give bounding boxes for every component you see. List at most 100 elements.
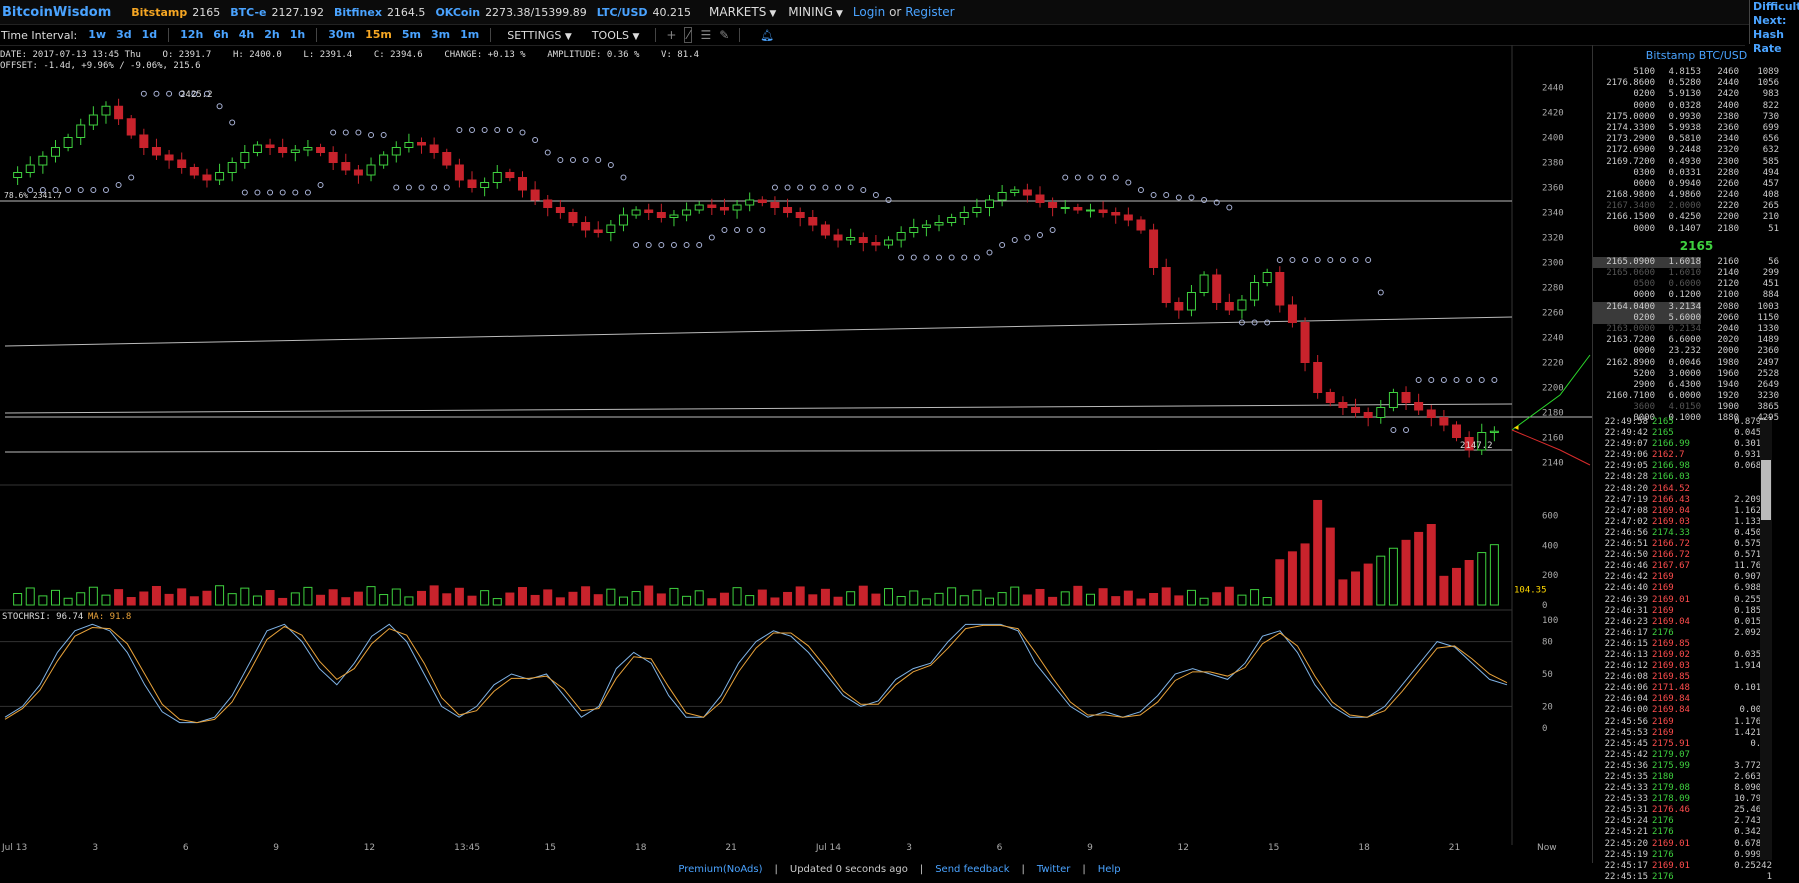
trade-volume: 8.09005 xyxy=(1734,783,1772,794)
interval-1m[interactable]: 1m xyxy=(460,28,480,41)
volume-bar-down xyxy=(1098,588,1108,606)
toolbar-divider xyxy=(490,28,492,42)
trade-price: 2169.01 xyxy=(1652,594,1690,605)
volume-bar-up xyxy=(682,595,692,606)
candle-down xyxy=(1035,194,1045,203)
candle-up xyxy=(240,152,250,163)
trade-price: 2169 xyxy=(1652,727,1674,738)
top-navigation-bar: BitcoinWisdom Bitstamp 2165 BTC-e 2127.192 B… xyxy=(0,0,1799,25)
twitter-link[interactable]: Twitter xyxy=(1036,863,1071,875)
volume-bar-down xyxy=(770,597,780,606)
sar-dot xyxy=(330,129,337,136)
sar-dot xyxy=(1327,257,1334,263)
orderbook-cell: 1920 xyxy=(1717,391,1739,402)
candle-down xyxy=(417,142,427,146)
orderbook-cell: 0200 xyxy=(1633,89,1655,100)
current-price-marker: ◂ xyxy=(1514,423,1519,433)
interval-1h[interactable]: 1h xyxy=(289,28,306,41)
bell-icon[interactable]: 🔔︎ xyxy=(760,28,775,42)
x-tick-label: 9 xyxy=(1087,843,1093,853)
interval-1w[interactable]: 1w xyxy=(88,28,107,41)
volume-tick-label: 0 xyxy=(1542,601,1547,611)
crosshair-tool-icon[interactable]: + xyxy=(666,28,677,42)
markets-menu[interactable]: MARKETS ▼ xyxy=(709,5,776,19)
orderbook-cell: 1980 xyxy=(1717,357,1739,368)
market-ticker-list: Bitstamp 2165 BTC-e 2127.192 Bitfinex 2164.5 O… xyxy=(121,6,691,19)
interval-15m[interactable]: 15m xyxy=(365,28,392,41)
candle-up xyxy=(694,204,704,211)
pen-tool-icon[interactable]: ✎ xyxy=(719,28,730,42)
candle-down xyxy=(1136,219,1146,231)
sar-dot xyxy=(569,157,576,163)
candle-up xyxy=(1237,299,1247,311)
candle-up xyxy=(1376,407,1386,418)
volume-bar-down xyxy=(1161,587,1171,606)
sar-dot xyxy=(254,189,261,196)
interval-3m[interactable]: 3m xyxy=(430,28,451,41)
orderbook-row: 0500 0.6000 2120 451 xyxy=(1593,279,1799,290)
chevron-down-icon: ▼ xyxy=(835,9,843,19)
sar-dot xyxy=(1390,427,1397,433)
trades-scrollbar[interactable] xyxy=(1760,420,1772,860)
orderbook-cell: 2300 xyxy=(1717,156,1739,167)
sar-dot xyxy=(948,254,955,261)
trade-price: 2171.48 xyxy=(1652,683,1690,694)
trade-time: 22:45:56 xyxy=(1604,716,1648,727)
candle-down xyxy=(202,174,212,181)
interval-12h[interactable]: 12h xyxy=(180,28,204,41)
sar-dot xyxy=(746,227,753,233)
price-chart[interactable]: 2140216021802200222022402260228023002320… xyxy=(0,45,1592,863)
trade-time: 22:46:51 xyxy=(1604,539,1648,550)
orderbook-cell: 2420 xyxy=(1717,89,1739,100)
market-ticker-2[interactable]: Bitfinex 2164.5 xyxy=(334,6,425,19)
volume-bar-down xyxy=(707,598,717,606)
help-link[interactable]: Help xyxy=(1097,863,1121,875)
trade-row: 22:47:19 2166.43 2.20999 xyxy=(1593,495,1799,506)
market-ticker-0[interactable]: Bitstamp 2165 xyxy=(131,6,220,19)
market-ticker-1[interactable]: BTC-e 2127.192 xyxy=(230,6,324,19)
register-link[interactable]: Register xyxy=(905,5,955,19)
login-link[interactable]: Login xyxy=(852,5,886,19)
scrollbar-thumb[interactable] xyxy=(1761,460,1771,520)
market-ticker-3[interactable]: OKCoin 2273.38/15399.89 xyxy=(435,6,586,19)
orderbook-row: 2162.8900 0.0046 1980 2497 xyxy=(1593,358,1799,369)
candle-down xyxy=(568,212,578,223)
mining-menu[interactable]: MINING ▼ xyxy=(788,5,843,19)
trade-price: 2164.52 xyxy=(1652,483,1690,494)
volume-bar-up xyxy=(1477,552,1487,606)
trade-time: 22:46:56 xyxy=(1604,527,1648,538)
volume-bar-up xyxy=(972,589,982,606)
interval-30m[interactable]: 30m xyxy=(328,28,356,41)
candle-down xyxy=(139,134,149,148)
fibonacci-tool-icon[interactable]: ☰ xyxy=(700,28,712,42)
trade-volume: 1.42135 xyxy=(1734,727,1772,738)
sar-dot xyxy=(1264,319,1271,326)
brand-logo[interactable]: BitcoinWisdom xyxy=(2,4,112,20)
candle-up xyxy=(997,192,1007,201)
premium-link[interactable]: Premium(NoAds) xyxy=(678,863,763,875)
candle-down xyxy=(164,154,174,161)
interval-2h[interactable]: 2h xyxy=(264,28,280,41)
volume-bar-down xyxy=(139,591,149,606)
settings-menu[interactable]: SETTINGS ▼ xyxy=(507,29,572,42)
sar-dot xyxy=(999,242,1006,248)
orderbook-cell: 0.5810 xyxy=(1668,134,1701,145)
x-tick-label: 18 xyxy=(1358,843,1370,853)
feedback-link[interactable]: Send feedback xyxy=(935,863,1010,875)
candle-up xyxy=(38,155,48,166)
trade-volume: 0.90754 xyxy=(1734,572,1772,583)
orderbook-cell: 0000 xyxy=(1633,413,1655,424)
interval-1d[interactable]: 1d xyxy=(141,28,158,41)
volume-bar-up xyxy=(1010,586,1020,606)
interval-6h[interactable]: 6h xyxy=(213,28,229,41)
volume-bar-down xyxy=(442,593,452,606)
interval-4h[interactable]: 4h xyxy=(238,28,255,41)
tools-menu[interactable]: TOOLS ▼ xyxy=(592,29,640,42)
interval-5m[interactable]: 5m xyxy=(401,28,421,41)
sar-dot xyxy=(708,234,715,241)
line-tool-icon[interactable]: ⁄ xyxy=(684,27,693,43)
sar-dot xyxy=(1074,174,1081,181)
volume-bar-down xyxy=(543,589,553,606)
interval-3d[interactable]: 3d xyxy=(116,28,132,41)
market-ticker-4[interactable]: LTC/USD 40.215 xyxy=(597,6,691,19)
